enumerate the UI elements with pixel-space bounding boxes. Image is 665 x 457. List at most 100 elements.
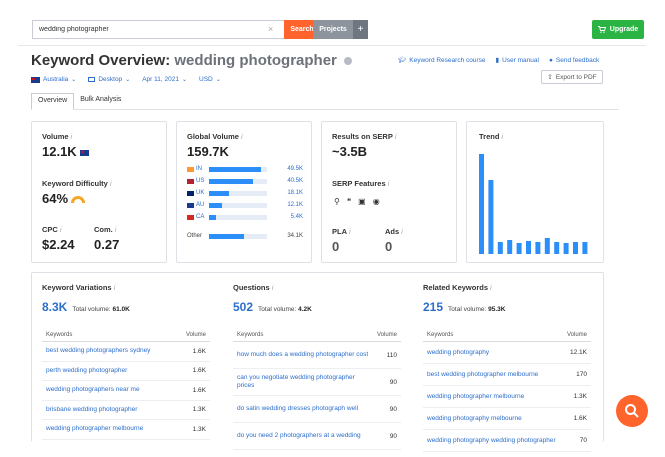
trend-bar[interactable] [507, 240, 513, 254]
tab-overview[interactable]: Overview [31, 93, 75, 110]
keyword-link[interactable]: do satin wedding dresses photograph well [237, 405, 359, 412]
device-selector[interactable]: Desktop ⌄ [88, 76, 130, 83]
keyword-link[interactable]: wedding photographers near me [46, 386, 140, 394]
table-row: do satin wedding dresses photograph well… [233, 396, 401, 423]
date-selector[interactable]: Apr 11, 2021 ⌄ [142, 76, 187, 83]
keyword-volume: 90 [389, 405, 397, 413]
trend-bar[interactable] [544, 238, 550, 254]
help-chat-button[interactable] [616, 395, 648, 427]
keyword-volume: 1.3K [573, 393, 587, 400]
country-row[interactable]: CA 5.4K [187, 214, 303, 220]
country-flag-icon [187, 178, 194, 184]
trend-bar[interactable] [526, 241, 531, 254]
search-bar: × Search [32, 20, 320, 39]
video-icon[interactable]: ◉ [372, 197, 380, 206]
book-icon: ▮ [495, 57, 500, 64]
variations-total: Total volume: 61.0K [72, 306, 130, 313]
projects-button[interactable]: Projects [313, 20, 353, 39]
country-code-label: UK [196, 190, 205, 196]
keyword-volume: 1.6K [573, 415, 587, 422]
keyword-link[interactable]: wedding photographer melbourne [427, 392, 525, 400]
image-icon[interactable]: ▣ [358, 197, 366, 206]
ads-label: Ads i [385, 227, 403, 236]
country-code: Other [187, 233, 203, 239]
country-bar-fill [209, 190, 230, 196]
keyword-link[interactable]: best wedding photographers sydney [46, 347, 151, 355]
related-count[interactable]: 215 [423, 300, 444, 314]
country-code: CA [187, 214, 209, 220]
trend-bar[interactable] [563, 243, 569, 254]
search-icon [625, 404, 639, 418]
keyword-link[interactable]: best wedding photographer melbourne [427, 370, 539, 378]
trend-bar[interactable] [516, 243, 522, 254]
currency-selector[interactable]: USD ⌄ [199, 76, 221, 83]
trend-bar[interactable] [554, 242, 560, 254]
trend-bar[interactable] [582, 242, 588, 254]
country-value: 34.1K [287, 233, 303, 239]
country-bar [209, 233, 267, 239]
keyword-volume: 90 [389, 432, 397, 440]
search-input[interactable] [32, 20, 284, 39]
variations-table: Keywords Volume best wedding photographer… [42, 329, 210, 440]
table-row: wedding photographer melbourne 1.3K [423, 386, 591, 408]
country-bar [209, 190, 267, 196]
trend-bar[interactable] [535, 242, 541, 254]
trend-bar[interactable] [573, 242, 578, 254]
global-volume-card: Global Volume i 159.7K IN 49.5K US 40.5K UK 18… [176, 121, 312, 263]
research-course-link[interactable]: 🎓︎ Keyword Research course [398, 56, 486, 65]
questions-count[interactable]: 502 [233, 300, 254, 314]
keyword-link[interactable]: wedding photographer melbourne [46, 425, 144, 433]
table-row: wedding photography melbourne 1.6K [423, 408, 591, 430]
country-row[interactable]: AU 12.1K [187, 202, 303, 208]
country-bar [209, 178, 267, 184]
country-row-other: Other 34.1K [187, 233, 303, 239]
export-pdf-label: Export to PDF [555, 73, 597, 81]
keyword-volume: 170 [576, 371, 587, 378]
info-icon[interactable] [344, 57, 353, 66]
tab-bulk-analysis[interactable]: Bulk Analysis [80, 96, 122, 103]
country-row[interactable]: US 40.5K [187, 178, 303, 184]
difficulty-value: 64% [42, 191, 86, 206]
database-selector[interactable]: Australia ⌄ [31, 76, 76, 83]
volume-card: Volume i 12.1K Keyword Difficulty i 64% CP… [31, 121, 167, 263]
trend-bar[interactable] [488, 180, 494, 254]
clear-search-icon[interactable]: × [268, 24, 274, 34]
questions-section: Questions i 502 Total volume: 4.2K Keywor… [233, 283, 413, 450]
country-bar-fill [209, 202, 223, 208]
serp-card: Results on SERP i ~3.5B SERP Features i ⚲ … [321, 121, 457, 263]
com-value: 0.27 [94, 237, 120, 252]
trend-bar[interactable] [497, 242, 503, 254]
upgrade-button[interactable]: Upgrade [592, 20, 644, 39]
user-manual-link[interactable]: ▮ User manual [495, 56, 539, 65]
table-row: best wedding photographers sydney 1.6K [42, 342, 210, 362]
country-row[interactable]: IN 49.5K [187, 166, 303, 172]
send-feedback-link[interactable]: ● Send feedback [549, 56, 599, 64]
export-icon: ⇪ [547, 74, 553, 81]
export-pdf-button[interactable]: ⇪ Export to PDF [541, 70, 603, 84]
related-keywords-title: Related Keywords i [423, 283, 492, 292]
add-project-button[interactable]: + [353, 20, 368, 39]
keyword-link[interactable]: wedding photography melbourne [427, 414, 522, 422]
country-code-label: IN [196, 166, 202, 172]
currency-label: USD [199, 76, 213, 83]
search-button[interactable]: Search [284, 20, 320, 39]
table-row: wedding photography 12.1K [423, 342, 591, 364]
keyword-link[interactable]: wedding photography [427, 348, 490, 356]
variations-count[interactable]: 8.3K [42, 300, 68, 314]
trend-label: Trend i [479, 132, 504, 141]
keyword-volume: 1.3K [192, 406, 206, 414]
chat-bubble-icon: ● [548, 56, 553, 64]
cpc-label: CPC i [42, 225, 62, 234]
keyword-link[interactable]: wedding photography wedding photographer [427, 436, 556, 444]
keyword-link[interactable]: do you need 2 photographers at a wedding [237, 432, 361, 439]
keyword-link[interactable]: brisbane wedding photographer [46, 405, 138, 413]
keyword-link[interactable]: perth wedding photographer [46, 366, 128, 374]
country-row[interactable]: UK 18.1K [187, 190, 303, 196]
trend-bar[interactable] [479, 154, 484, 254]
country-bar [209, 166, 267, 172]
keyword-link[interactable]: can you negotiate wedding photographer p… [237, 374, 355, 389]
quote-icon[interactable]: ❝ [346, 197, 352, 206]
location-pin-icon[interactable]: ⚲ [334, 197, 340, 206]
keyword-volume: 110 [386, 351, 397, 359]
keyword-link[interactable]: how much does a wedding photographer cos… [237, 351, 369, 358]
